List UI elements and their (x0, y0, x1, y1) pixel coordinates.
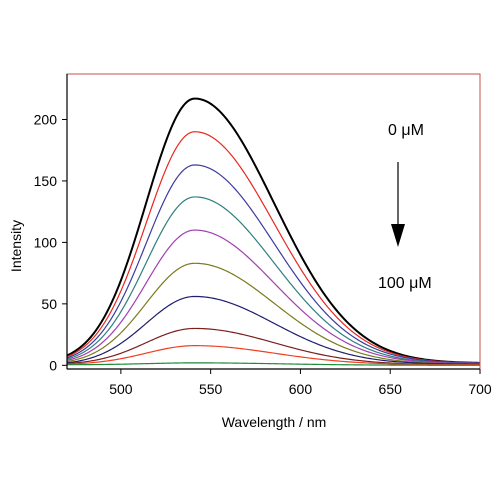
spectrum-line-6 (66, 262, 481, 365)
annotation-bottom-label: 100 μM (378, 275, 432, 292)
arrow-head-icon (391, 224, 405, 247)
y-tick-label: 0 (49, 357, 57, 373)
x-tick-label: 700 (468, 381, 492, 397)
y-axis-title: Intensity (8, 220, 24, 272)
spectrum-line-7 (66, 295, 480, 365)
spectrum-line-4 (66, 196, 481, 365)
spectra-curves (66, 97, 481, 366)
spectrum-line-10 (66, 362, 480, 366)
x-axis: 500 550 600 650 700 (67, 368, 492, 397)
x-tick-label: 650 (379, 381, 403, 397)
spectrum-line-5 (66, 229, 481, 365)
spectrum-line-1 (66, 97, 481, 364)
x-axis-title: Wavelength / nm (222, 414, 327, 430)
x-tick-label: 550 (199, 381, 223, 397)
y-axis: 0 50 100 150 200 (34, 74, 68, 373)
spectrum-line-9 (66, 345, 480, 366)
annotation-top-label: 0 μM (388, 122, 424, 139)
y-tick-label: 200 (34, 111, 58, 127)
y-tick-label: 100 (34, 234, 58, 250)
x-tick-label: 600 (289, 381, 313, 397)
spectrum-line-2 (66, 131, 481, 364)
y-tick-label: 150 (34, 173, 58, 189)
spectrum-line-3 (66, 164, 481, 364)
x-tick-label: 500 (109, 381, 133, 397)
y-tick-label: 50 (41, 296, 57, 312)
